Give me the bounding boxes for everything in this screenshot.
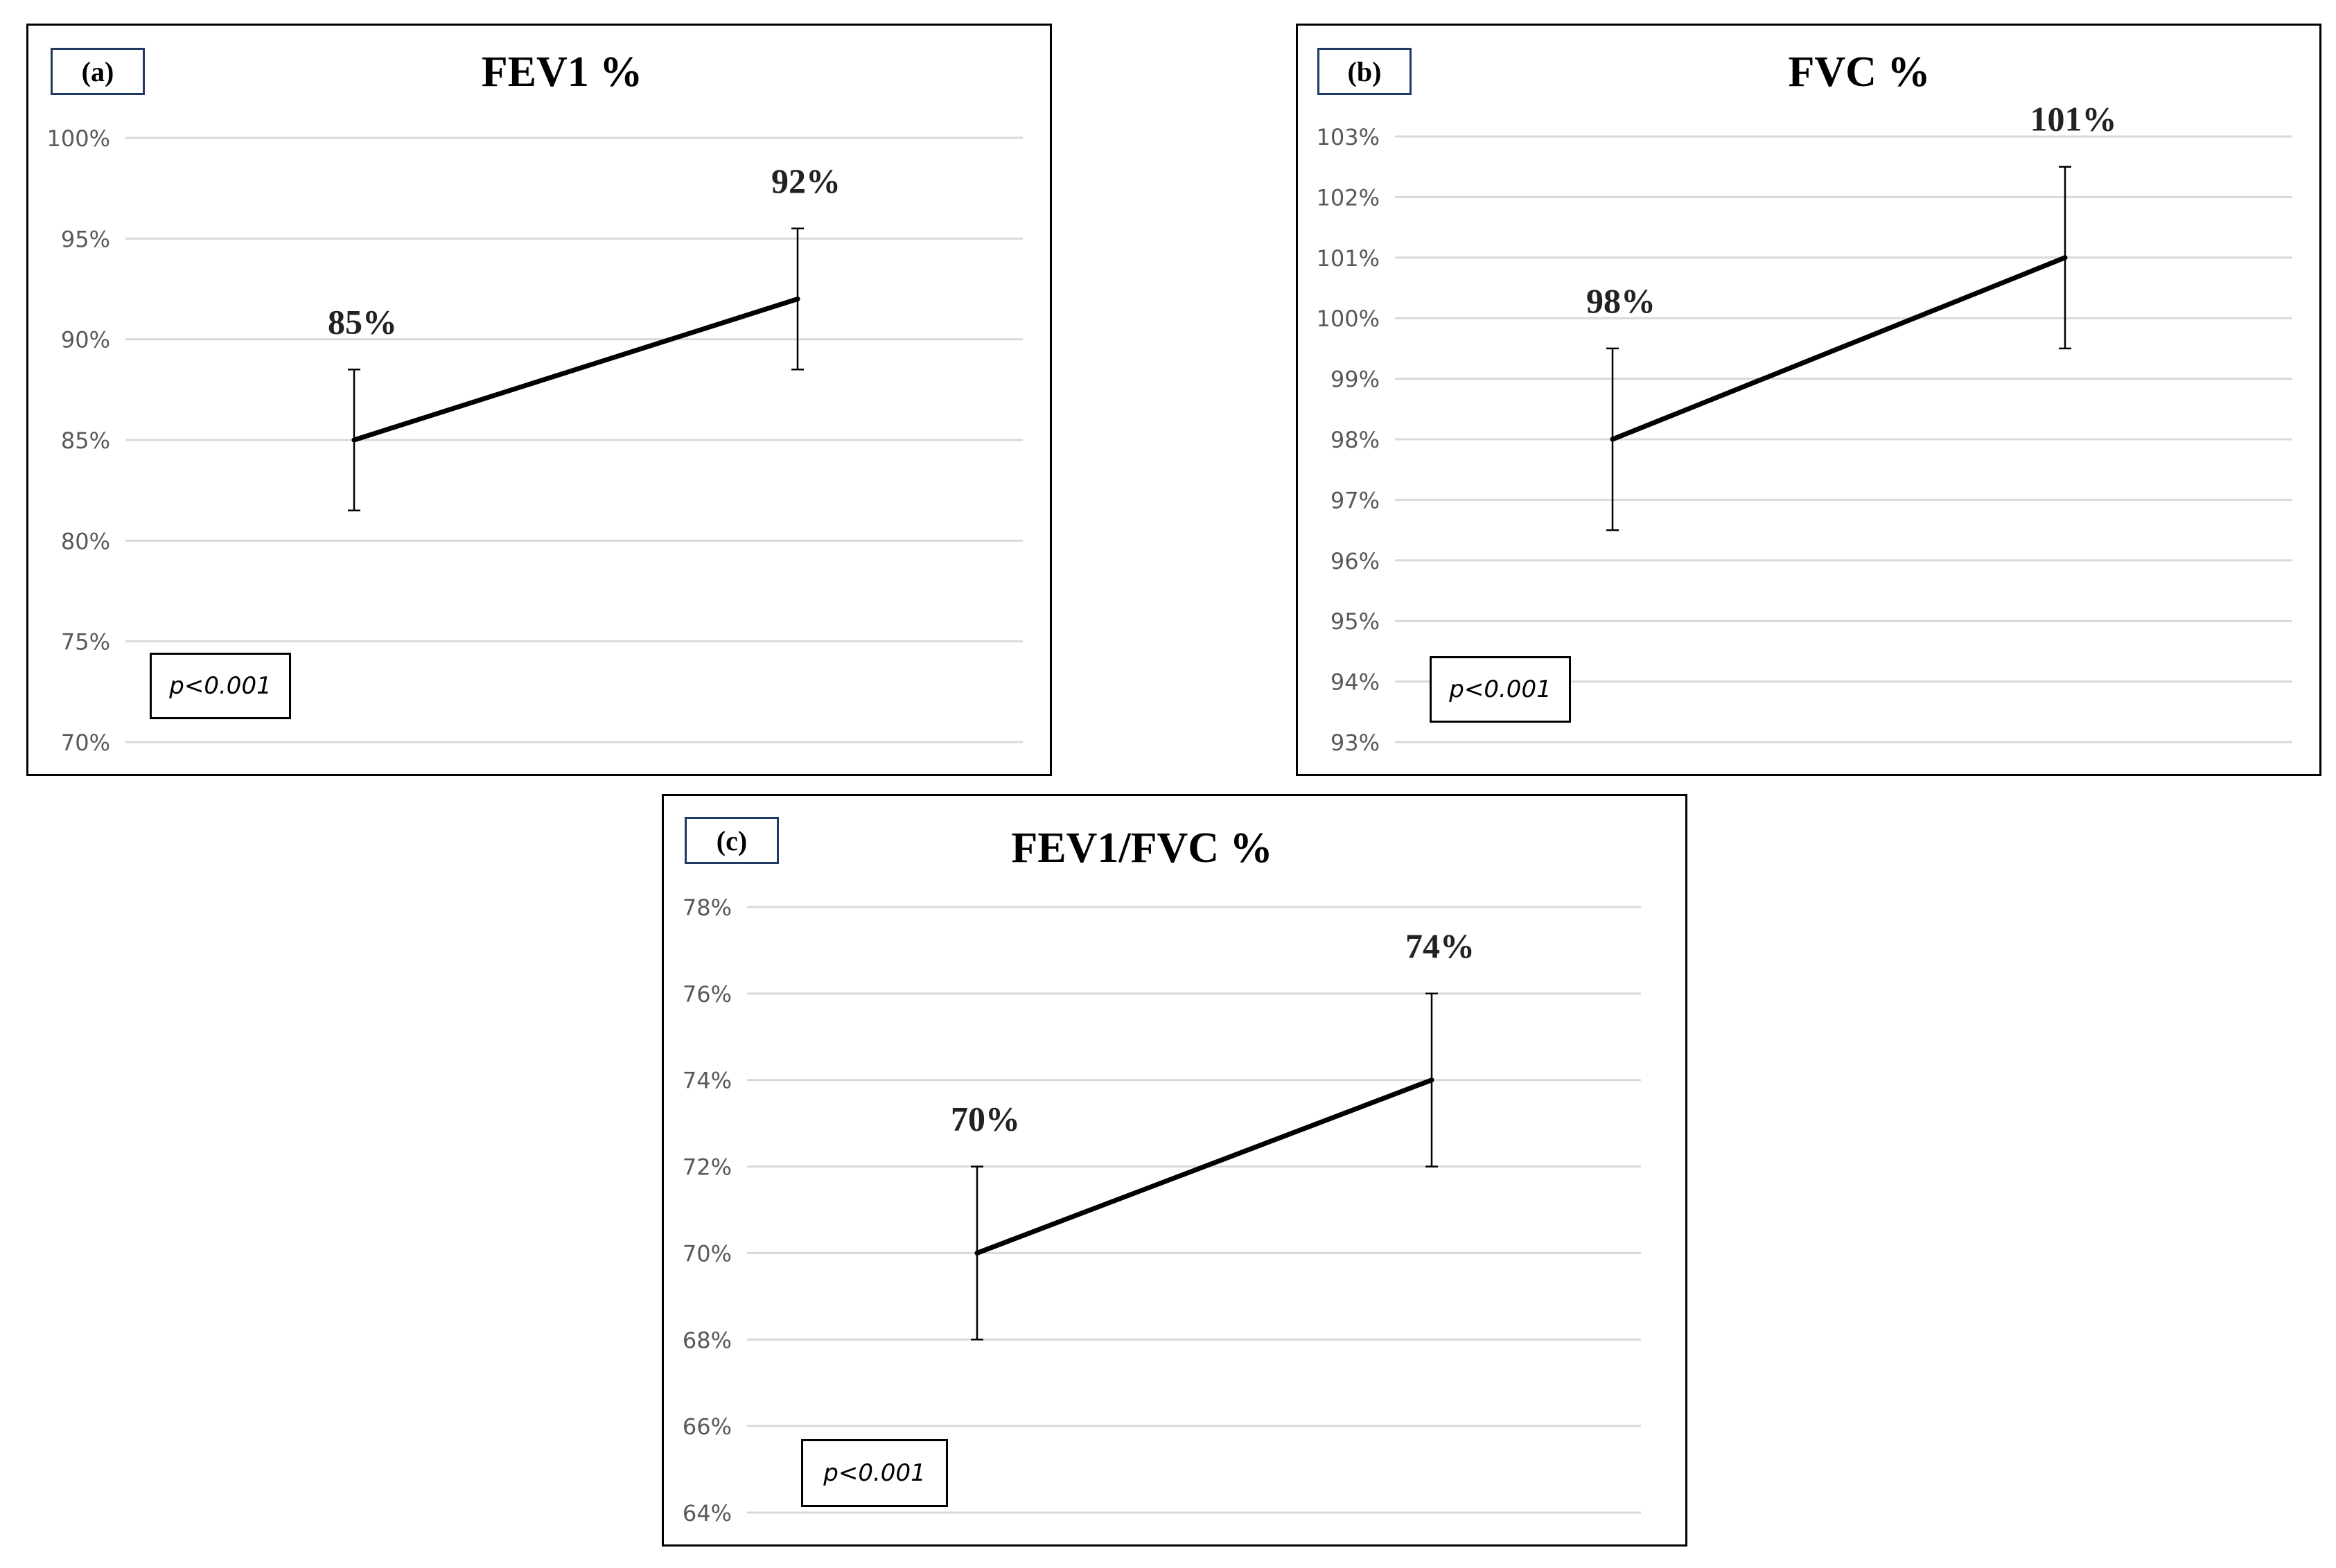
- chart-plot-a: 70% 75% 80% 85% 90% 95% 100% 85% 92%: [47, 125, 1023, 756]
- chart-title-b: FVC %: [1788, 49, 1931, 96]
- y-tick-label: 85%: [61, 428, 110, 454]
- chart-plot-c: 64% 66% 68% 70% 72% 74% 76% 78% 70% 74%: [683, 895, 1641, 1526]
- data-label: 70%: [951, 1100, 1020, 1138]
- y-tick-label: 70%: [683, 1240, 732, 1267]
- y-tick-label: 97%: [1331, 487, 1380, 513]
- y-tick-label: 90%: [61, 327, 110, 353]
- chart-panel-b: 93% 94% 95% 96% 97% 98% 99% 100% 101% 102% 103% 98%…: [1296, 24, 2321, 776]
- y-tick-label: 101%: [1317, 245, 1380, 272]
- y-tick-label: 95%: [61, 226, 110, 252]
- y-tick-label: 93%: [1331, 730, 1380, 756]
- chart-plot-b: 93% 94% 95% 96% 97% 98% 99% 100% 101% 102% 103% 98%…: [1317, 100, 2292, 756]
- y-tick-label: 80%: [61, 528, 110, 554]
- chart-panel-a: 70% 75% 80% 85% 90% 95% 100% 85% 92% (a) FEV1 % …: [26, 24, 1052, 776]
- y-tick-label: 100%: [47, 125, 110, 152]
- panel-tag-c: (c): [685, 817, 779, 864]
- y-tick-label: 103%: [1317, 124, 1380, 150]
- y-tick-label: 66%: [683, 1413, 732, 1440]
- data-point: [1610, 437, 1615, 442]
- p-value-box-c: p<0.001: [801, 1439, 948, 1507]
- panel-tag-a: (a): [51, 48, 145, 95]
- data-label: 85%: [328, 302, 397, 341]
- y-tick-label: 75%: [61, 629, 110, 655]
- y-tick-label: 94%: [1331, 669, 1380, 696]
- y-tick-label: 72%: [683, 1154, 732, 1181]
- chart-title-c: FEV1/FVC %: [1011, 825, 1273, 872]
- y-tick-label: 68%: [683, 1327, 732, 1353]
- y-tick-label: 76%: [683, 981, 732, 1007]
- data-label: 92%: [771, 161, 841, 200]
- p-value-box-a: p<0.001: [150, 653, 291, 719]
- data-label: 98%: [1586, 281, 1656, 320]
- y-tick-label: 70%: [61, 730, 110, 756]
- data-point: [795, 297, 800, 302]
- y-tick-label: 99%: [1331, 367, 1380, 393]
- p-value-box-b: p<0.001: [1430, 656, 1571, 723]
- chart-panel-c: 64% 66% 68% 70% 72% 74% 76% 78% 70% 74% (c) FEV1/…: [662, 794, 1687, 1547]
- series-line: [351, 297, 800, 443]
- data-label: 101%: [2030, 100, 2117, 139]
- data-point: [1429, 1077, 1434, 1083]
- y-tick-label: 64%: [683, 1500, 732, 1526]
- data-label: 74%: [1405, 926, 1475, 965]
- y-tick-label: 74%: [683, 1068, 732, 1094]
- y-tick-label: 78%: [683, 895, 732, 921]
- series-line: [974, 1077, 1434, 1256]
- panel-tag-b: (b): [1317, 48, 1412, 95]
- y-tick-label: 95%: [1331, 608, 1380, 635]
- data-point: [2062, 255, 2068, 261]
- data-point: [351, 437, 357, 443]
- y-tick-label: 102%: [1317, 184, 1380, 211]
- series-line: [1610, 255, 2068, 442]
- y-tick-label: 98%: [1331, 427, 1380, 453]
- chart-title-a: FEV1 %: [481, 49, 643, 96]
- y-tick-label: 100%: [1317, 306, 1380, 332]
- y-tick-label: 96%: [1331, 548, 1380, 574]
- data-point: [974, 1250, 980, 1256]
